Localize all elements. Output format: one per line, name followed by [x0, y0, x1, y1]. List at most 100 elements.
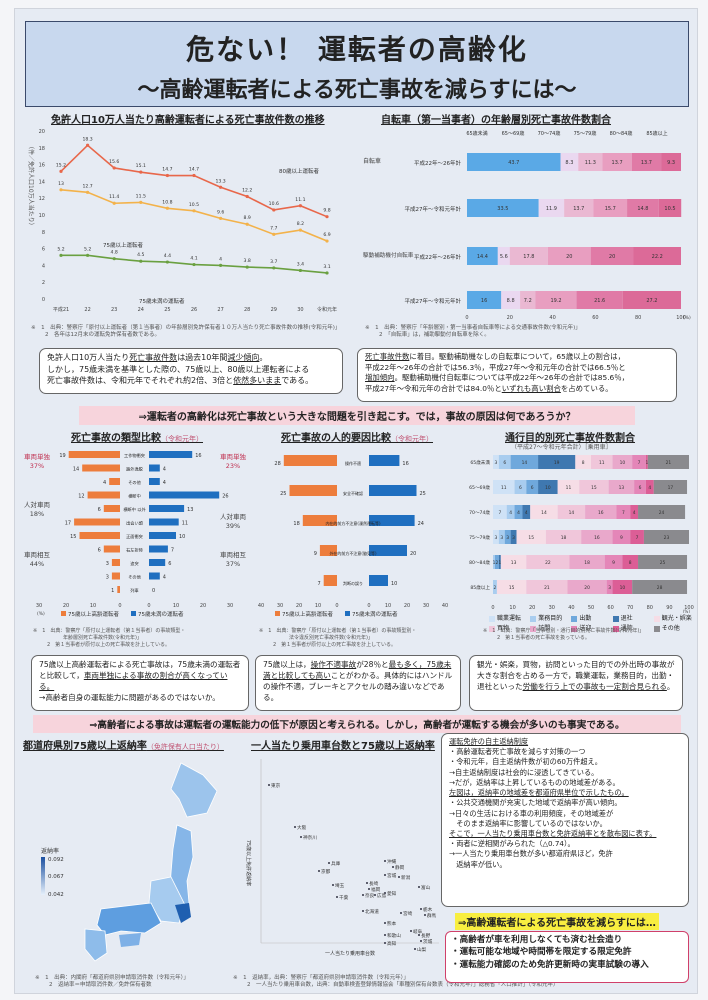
category-label: 右左折時 — [126, 547, 144, 554]
scatter-point — [384, 934, 386, 936]
bar-segment — [526, 480, 539, 494]
bar-segment — [493, 555, 495, 569]
bar-segment — [557, 505, 586, 519]
x-tick-label: 23 — [111, 307, 117, 313]
bar-segment — [494, 555, 499, 569]
bar-value: 24 — [418, 521, 424, 527]
data-label: 4.4 — [164, 253, 171, 259]
data-label: 3.4 — [297, 261, 304, 267]
bar-segment — [493, 505, 507, 519]
scatter-point — [384, 942, 386, 944]
bar-segment — [643, 530, 689, 544]
poster-subtitle: 〜高齢運転者による死亡事故を減らすには〜 — [137, 78, 577, 103]
bar-value: 7 — [622, 510, 625, 516]
bar-segment — [467, 199, 539, 217]
bar-segment — [576, 291, 623, 309]
summary-box-2: 死亡事故件数に着目。駆動補助機なしの自転車について，65歳以上の割合は， 平成2… — [357, 348, 677, 402]
group-pct-right: 39% — [226, 522, 240, 530]
scatter-point — [418, 934, 420, 936]
scatter-notes: ※ 1 返納率，出典：警察庁「都道府県別申請取消件数（令和元年）」 2 一人当た… — [233, 975, 559, 990]
conclusion-item: ・運転能力確認のため免許更新時の実車試験の導入 — [451, 959, 649, 970]
legend-item: 観光・娯楽 — [653, 613, 695, 622]
bar-value: 8 — [582, 460, 585, 466]
bar-value: 20 — [584, 585, 590, 591]
legend-swatch — [489, 615, 495, 622]
bar-value: 13 — [511, 560, 517, 566]
legend-item: 業務目的 — [530, 613, 571, 622]
row-label: 85歳以上 — [470, 584, 490, 591]
bar-value: 15 — [70, 534, 76, 540]
bar-right — [149, 491, 220, 499]
map-title: 都道府県別75歳以上返納率（免許保有人口当たり） — [23, 737, 224, 752]
bar-value: 7 — [498, 510, 501, 516]
scatter-label: 静岡 — [395, 864, 405, 871]
scatter-label: 山梨 — [417, 946, 427, 953]
data-label: 15.1 — [136, 163, 146, 169]
bar-value: 20 — [609, 254, 615, 260]
scatter-label: 東京 — [271, 782, 281, 789]
data-label: 12.2 — [242, 188, 252, 194]
legend-swatch — [653, 615, 660, 622]
data-point — [139, 259, 143, 263]
scatter-point — [418, 886, 420, 888]
bar-segment — [564, 199, 594, 217]
bar-value: 33.5 — [497, 206, 508, 212]
bar-value: 17.8 — [523, 254, 534, 260]
line-chart-notes: ※ 1 出典：警察庁「原付以上運転者（第１当事者）の年齢層別免許保有者１０万人当… — [31, 325, 340, 340]
x-tick-label: 22 — [84, 307, 90, 313]
data-label: 14.7 — [162, 167, 172, 173]
y-tick-label: 6 — [42, 247, 45, 253]
legend-swatch — [61, 611, 66, 616]
x-tick-label: 0 — [491, 605, 494, 611]
legend-item: 通院 — [612, 623, 654, 632]
bar-segment — [579, 480, 609, 494]
data-label: 4.5 — [137, 252, 144, 258]
category-label: 操作不適 — [345, 460, 361, 466]
bar-value: 21.6 — [594, 298, 605, 304]
legend-label: 通院 — [620, 625, 633, 632]
bar-right — [149, 545, 168, 553]
bar-segment — [526, 555, 570, 569]
data-point — [165, 260, 169, 264]
group-label-left: 車両単独 — [24, 452, 51, 461]
note: 2 第１当事者が原付以上の死亡事故を計上している。 — [273, 641, 397, 648]
data-label: 11.1 — [295, 197, 305, 203]
bar-segment — [616, 505, 631, 519]
scatter-point — [336, 896, 338, 898]
group-label-left: 人対車両 — [24, 500, 51, 509]
data-point — [86, 253, 90, 257]
legend-item: 訪問 — [530, 623, 571, 632]
bar-value: 14 — [522, 460, 528, 466]
bar-value: 3 — [506, 535, 509, 541]
text: が28％と — [356, 660, 389, 669]
bar-segment — [498, 530, 505, 544]
data-label: 4.1 — [190, 256, 197, 262]
bar-segment — [585, 505, 617, 519]
y-tick-label: 2 — [42, 280, 45, 286]
data-point — [59, 169, 63, 173]
note: ※ 1 返納率，出典：警察庁「都道府県別申請取消件数（令和元年）」 — [233, 975, 409, 981]
y-tick-label: 20 — [39, 129, 45, 135]
segment-label: 80〜84歳 — [610, 130, 633, 137]
text: は過去10年間 — [177, 353, 228, 362]
scatter-point — [414, 948, 416, 950]
data-label: 11.5 — [136, 193, 146, 199]
scatter-label: 京都 — [321, 868, 331, 875]
bar-segment — [645, 480, 654, 494]
bar-left — [289, 485, 337, 496]
bar-value: 3 — [495, 535, 498, 541]
data-point — [86, 190, 90, 194]
group-label-left: 車両相互 — [24, 550, 51, 559]
text: いずれも高い割合 — [501, 384, 561, 394]
text: 75歳以上高齢運転者による死亡事故は，75歳未満の運転者と比較して， — [39, 660, 241, 680]
bar-segment — [547, 247, 591, 265]
group-pct-right: 37% — [226, 560, 240, 568]
text: →日々の生活における車の利用頻度，その地域差が — [449, 808, 614, 818]
purpose-chart-legend: 職業運転 業務目的 出勤 退社 観光・娯楽 買物 訪問 送迎 通院 その他 — [489, 613, 695, 632]
data-label: 6.9 — [323, 232, 330, 238]
x-tick-label: 20 — [404, 603, 410, 609]
note: 年齢層別死亡事故件数(令和元年)」 — [63, 634, 142, 641]
legend-item: 職業運転 — [489, 613, 530, 622]
legend-label: 75歳未満の運転者 — [138, 610, 184, 618]
